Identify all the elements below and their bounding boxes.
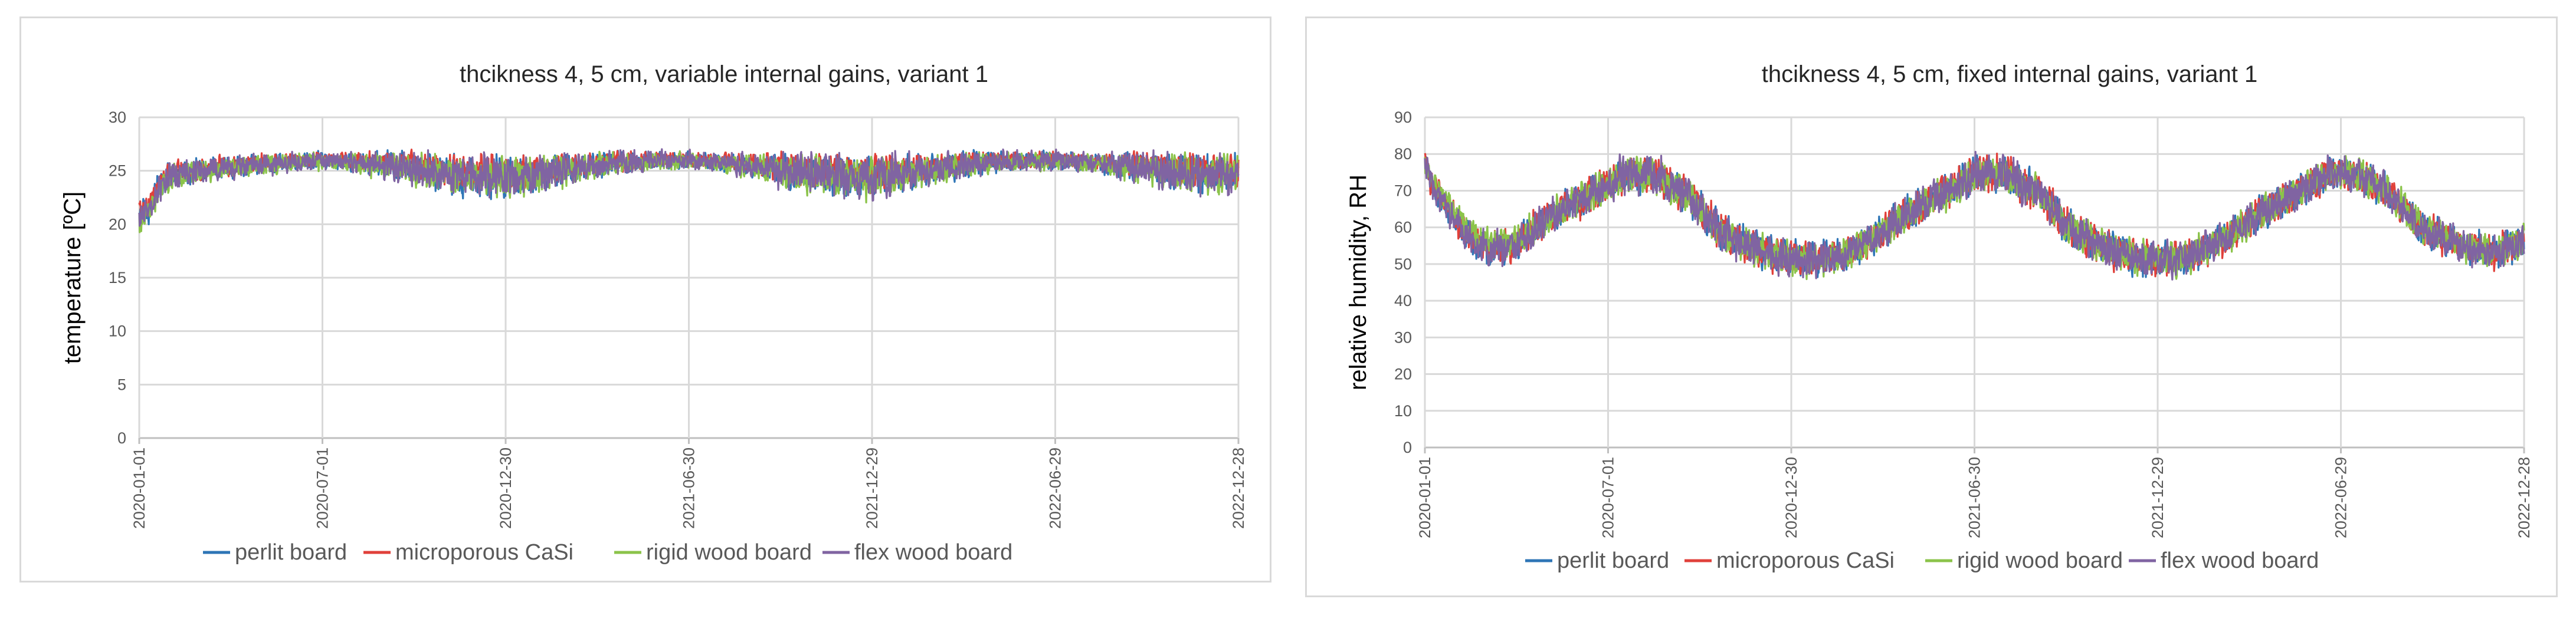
- chart-title: thcikness 4, 5 cm, variable internal gai…: [460, 61, 988, 87]
- y-tick-label-50: 50: [1394, 255, 1412, 273]
- legend-label-flex-wood-board: flex wood board: [2161, 548, 2319, 573]
- y-tick-label-15: 15: [109, 269, 126, 287]
- legend-label-perlit-board: perlit board: [235, 540, 347, 565]
- legend-label-microporous-casi: microporous CaSi: [395, 540, 573, 565]
- y-tick-label-10: 10: [109, 322, 126, 340]
- series-line-flex-wood-board: [138, 148, 1240, 227]
- temperature-chart: thcikness 4, 5 cm, variable internal gai…: [60, 61, 1247, 565]
- x-tick-label-2022-06-29: 2022-06-29: [1047, 447, 1064, 529]
- x-tick-label-2020-01-01: 2020-01-01: [1416, 457, 1434, 538]
- y-tick-label-10: 10: [1394, 402, 1412, 420]
- x-tick-label-2020-07-01: 2020-07-01: [1600, 457, 1617, 538]
- legend-label-microporous-casi: microporous CaSi: [1716, 548, 1895, 573]
- x-tick-label-2022-06-29: 2022-06-29: [2332, 457, 2350, 538]
- y-tick-label-25: 25: [109, 162, 126, 180]
- humidity-chart: thcikness 4, 5 cm, fixed internal gains,…: [1345, 61, 2533, 573]
- y-tick-label-30: 30: [1394, 328, 1412, 346]
- y-tick-label-30: 30: [109, 108, 126, 126]
- y-tick-label-90: 90: [1394, 108, 1412, 126]
- legend-label-flex-wood-board: flex wood board: [854, 540, 1012, 565]
- x-tick-label-2020-07-01: 2020-07-01: [314, 447, 332, 529]
- y-tick-label-70: 70: [1394, 182, 1412, 199]
- y-tick-label-40: 40: [1394, 292, 1412, 310]
- x-tick-label-2021-06-30: 2021-06-30: [680, 447, 698, 529]
- y-tick-label-0: 0: [1403, 439, 1412, 456]
- y-tick-label-60: 60: [1394, 219, 1412, 236]
- x-tick-label-2021-12-29: 2021-12-29: [863, 447, 881, 529]
- x-tick-label-2021-12-29: 2021-12-29: [2149, 457, 2167, 538]
- y-tick-label-80: 80: [1394, 145, 1412, 163]
- x-tick-label-2020-01-01: 2020-01-01: [130, 447, 148, 529]
- chart-title: thcikness 4, 5 cm, fixed internal gains,…: [1762, 61, 2257, 87]
- x-tick-label-2022-12-28: 2022-12-28: [1230, 447, 1247, 529]
- chart-panel-temperature: thcikness 4, 5 cm, variable internal gai…: [19, 17, 1271, 582]
- y-tick-label-0: 0: [117, 429, 126, 447]
- y-axis-label: relative humidity, RH: [1345, 175, 1371, 390]
- y-tick-label-20: 20: [109, 215, 126, 233]
- legend-label-rigid-wood-board: rigid wood board: [646, 540, 812, 565]
- series-line-flex-wood-board: [1424, 150, 2525, 281]
- x-tick-label-2021-06-30: 2021-06-30: [1966, 457, 1984, 538]
- y-axis-label: temperature [ºC]: [60, 192, 86, 364]
- legend-label-perlit-board: perlit board: [1557, 548, 1669, 573]
- y-tick-label-5: 5: [117, 376, 126, 393]
- y-tick-label-20: 20: [1394, 366, 1412, 383]
- chart-panel-humidity: thcikness 4, 5 cm, fixed internal gains,…: [1305, 17, 2558, 597]
- x-tick-label-2020-12-30: 2020-12-30: [497, 447, 514, 529]
- x-tick-label-2020-12-30: 2020-12-30: [1782, 457, 1800, 538]
- x-tick-label-2022-12-28: 2022-12-28: [2515, 457, 2533, 538]
- legend-label-rigid-wood-board: rigid wood board: [1957, 548, 2123, 573]
